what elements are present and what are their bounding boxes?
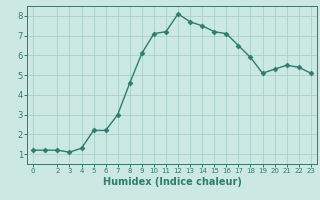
X-axis label: Humidex (Indice chaleur): Humidex (Indice chaleur) (103, 177, 241, 187)
